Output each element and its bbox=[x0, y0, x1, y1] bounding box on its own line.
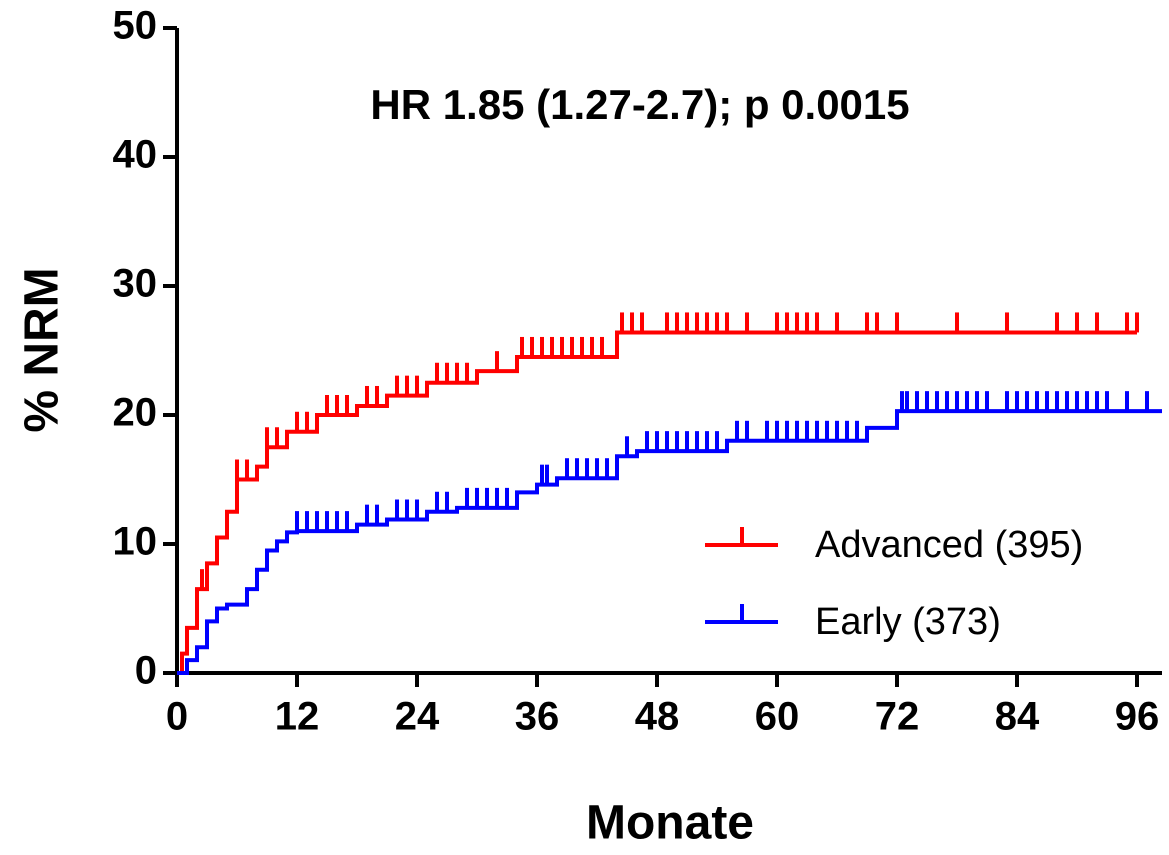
km-curve bbox=[177, 330, 1137, 675]
y-tick-label: 0 bbox=[135, 649, 157, 693]
y-tick-label: 40 bbox=[113, 133, 158, 177]
x-tick-label: 60 bbox=[755, 695, 800, 739]
y-tick-label: 20 bbox=[113, 391, 158, 435]
y-axis-label: % NRM bbox=[16, 267, 69, 432]
km-curve bbox=[177, 409, 1162, 675]
x-tick-label: 24 bbox=[395, 695, 440, 739]
y-tick-label: 30 bbox=[113, 262, 158, 306]
x-tick-label: 72 bbox=[875, 695, 920, 739]
legend-label: Early (373) bbox=[815, 601, 1001, 643]
x-tick-label: 0 bbox=[166, 695, 188, 739]
y-tick-label: 50 bbox=[113, 4, 158, 48]
x-tick-label: 96 bbox=[1115, 695, 1160, 739]
x-tick-label: 48 bbox=[635, 695, 680, 739]
legend-label: Advanced (395) bbox=[815, 524, 1083, 566]
x-tick-label: 84 bbox=[995, 695, 1040, 739]
x-axis-label: Monate bbox=[586, 797, 754, 850]
y-tick-label: 10 bbox=[113, 520, 158, 564]
x-tick-label: 12 bbox=[275, 695, 320, 739]
annotation: HR 1.85 (1.27-2.7); p 0.0015 bbox=[370, 81, 909, 128]
x-tick-label: 36 bbox=[515, 695, 560, 739]
